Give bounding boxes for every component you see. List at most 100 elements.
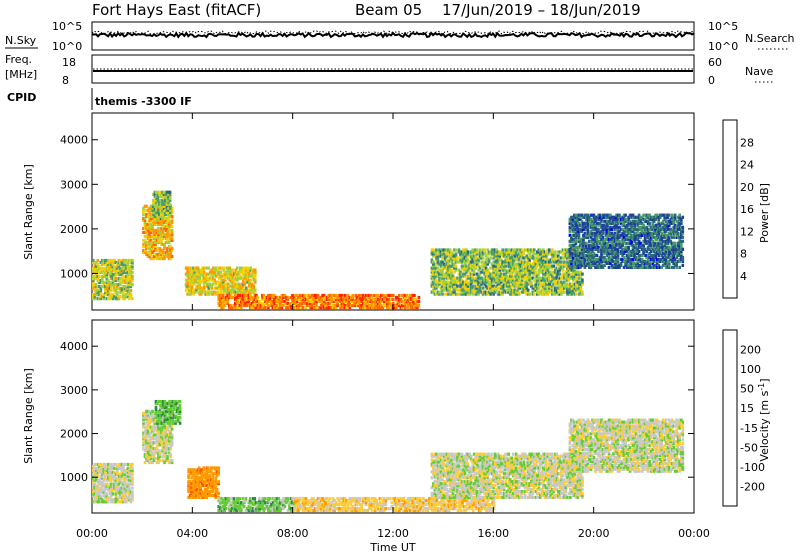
scatter-cell [384,295,388,300]
scatter-cell [230,278,233,282]
velocity-panel-frame [91,319,695,514]
scatter-cell [634,237,638,241]
scatter-cell [472,254,476,258]
scatter-cell [107,287,110,291]
scatter-cell [114,480,118,484]
scatter-cell [451,284,455,288]
scatter-cell [162,190,166,194]
scatter-cell [657,259,660,263]
scatter-cell [493,286,497,290]
scatter-cell [573,251,576,255]
scatter-cell [586,229,590,233]
scatter-cell [451,278,455,282]
scatter-cell [545,272,548,276]
scatter-cell [119,291,122,295]
scatter-cell [192,288,195,292]
scatter-cell [516,282,519,286]
scatter-cell [628,235,632,239]
scatter-cell [625,245,629,249]
scatter-cell [601,215,605,219]
scatter-cell [454,258,458,262]
scatter-cell [463,274,467,278]
scatter-cell [681,255,685,259]
scatter-cell [630,249,633,253]
scatter-cell [519,286,522,290]
scatter-cell [129,295,133,299]
scatter-cell [615,237,618,241]
scatter-cell [116,498,119,502]
scatter-cell [107,297,110,301]
scatter-cell [169,246,172,251]
scatter-cell [430,268,434,272]
scatter-cell [595,233,599,237]
scatter-cell [279,299,282,304]
scatter-cell [536,260,539,264]
scatter-cell [154,242,157,246]
scatter-cell [631,261,635,265]
scatter-cell [158,210,162,214]
scatter-cell [307,301,311,306]
scatter-cell [520,264,524,268]
scatter-cell [93,478,97,482]
scatter-cell [441,288,444,292]
scatter-cell [680,235,683,239]
scatter-cell [595,227,599,231]
scatter-cell [102,484,106,488]
scatter-cell [588,261,591,265]
scatter-cell [120,287,124,291]
scatter-cell [545,282,548,286]
scatter-cell [162,206,166,210]
scatter-cell [96,297,100,301]
scatter-cell [214,290,218,294]
scatter-cell [649,245,653,249]
scatter-cell [117,278,121,283]
scatter-cell [104,466,107,470]
scatter-cell [661,235,665,239]
scatter-cell [585,225,588,229]
scatter-cell [453,266,456,270]
scatter-cell [389,293,392,298]
scatter-cell [444,258,447,262]
scatter-cell [597,213,600,217]
scatter-cell [636,227,639,231]
scatter-cell [583,235,587,239]
scatter-cell [618,229,621,233]
scatter-cell [630,241,633,245]
scatter-cell [594,215,597,219]
scatter-cell [235,299,239,304]
scatter-cell [457,260,461,264]
scatter-cell [588,249,591,253]
scatter-cell [570,235,573,239]
scatter-cell [163,256,166,261]
scatter-cell [571,217,575,221]
scatter-cell [465,252,468,256]
scatter-cell [357,299,360,304]
scatter-cell [510,252,513,256]
scatter-cell [447,280,450,284]
scatter-cell [456,292,459,296]
scatter-cell [271,305,275,310]
scatter-cell [96,492,100,496]
scatter-cell [643,241,647,245]
scatter-cell [636,229,639,233]
scatter-cell [517,256,521,260]
scatter-cell [342,305,345,310]
scatter-cell [558,292,562,296]
scatter-cell [681,229,685,233]
scatter-cell [432,262,435,266]
scatter-cell [508,276,512,280]
scatter-cell [116,482,119,486]
scatter-cell [520,280,524,284]
scatter-cell [248,290,251,294]
scatter-cell [545,256,548,260]
scatter-cell [598,221,602,225]
scatter-cell [537,282,541,286]
scatter-cell [131,266,134,271]
scatter-cell [507,288,510,292]
scatter-cell [578,248,581,252]
scatter-cell [248,278,251,282]
scatter-cell [658,213,662,217]
scatter-cell [513,268,516,272]
scatter-cell [95,293,98,297]
scatter-cell [551,264,554,268]
